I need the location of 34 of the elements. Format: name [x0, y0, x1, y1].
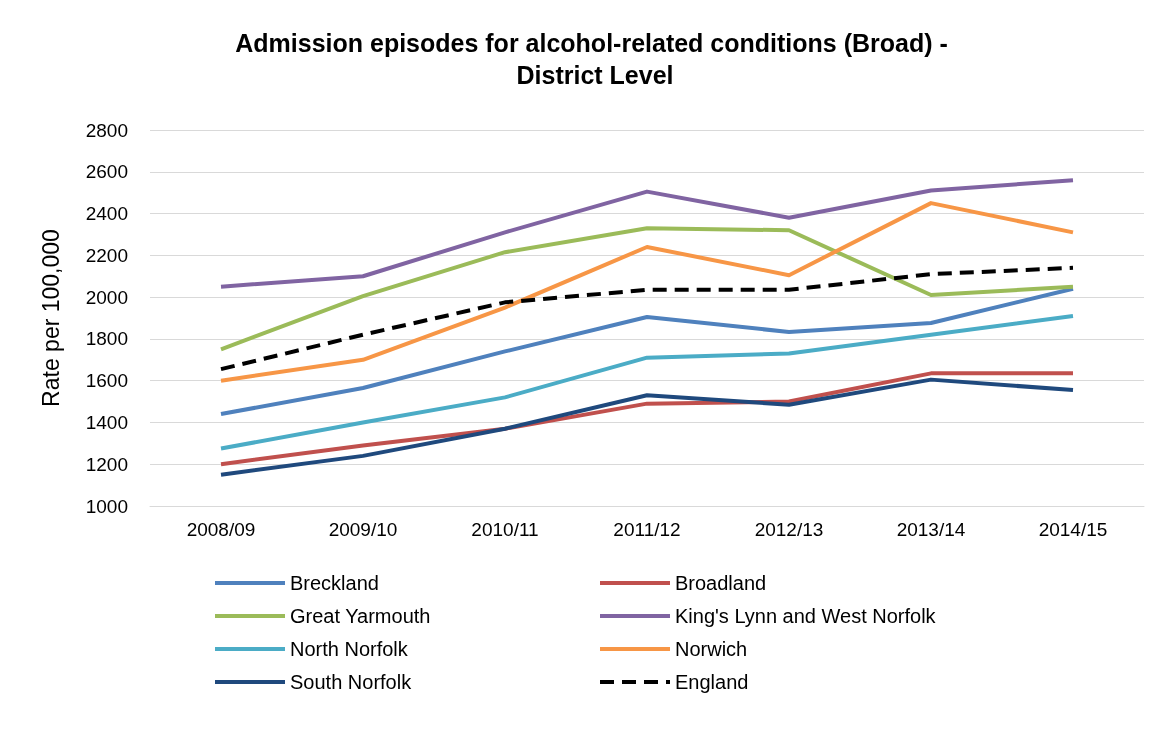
line-series: [219, 226, 1075, 352]
legend-label: North Norfolk: [290, 638, 409, 660]
x-tick-label: 2014/15: [1038, 519, 1108, 540]
y-tick-label: 2800: [85, 119, 128, 141]
chart-title: Admission episodes for alcohol-related conditions (Broad) - District Level: [235, 29, 955, 89]
y-axis-title: Rate per 100,000: [37, 229, 64, 407]
y-tick-label: 1600: [85, 370, 128, 392]
x-tick-label: 2013/14: [896, 519, 966, 540]
legend-label: Great Yarmouth: [290, 605, 431, 627]
y-tick-label: 2400: [85, 203, 128, 225]
y-tick-label: 1200: [85, 453, 128, 475]
line-series: [219, 286, 1075, 417]
x-tick-label: 2009/10: [328, 519, 398, 540]
legend-label: Breckland: [290, 572, 379, 594]
line-series: [219, 178, 1075, 289]
line-series: [219, 265, 1075, 372]
y-tick-label: 1800: [85, 328, 128, 350]
line-series: [219, 313, 1075, 451]
legend-label: Broadland: [675, 572, 767, 594]
y-tick-label: 2200: [85, 244, 128, 266]
legend-label: England: [675, 671, 749, 693]
y-tick-label: 1000: [85, 495, 128, 517]
line-series: [219, 377, 1075, 477]
x-tick-label: 2008/09: [186, 519, 256, 540]
y-tick-label: 1400: [85, 411, 128, 433]
y-tick-label: 2000: [85, 286, 128, 308]
legend-label: Norwich: [675, 638, 748, 660]
x-tick-label: 2010/11: [471, 519, 539, 540]
x-tick-label: 2011/12: [613, 519, 681, 540]
y-tick-label: 2600: [85, 161, 128, 183]
legend-label: King's Lynn and West Norfolk: [675, 605, 937, 627]
line-series: [219, 201, 1075, 383]
legend-label: South Norfolk: [290, 671, 413, 693]
x-tick-label: 2012/13: [754, 519, 824, 540]
